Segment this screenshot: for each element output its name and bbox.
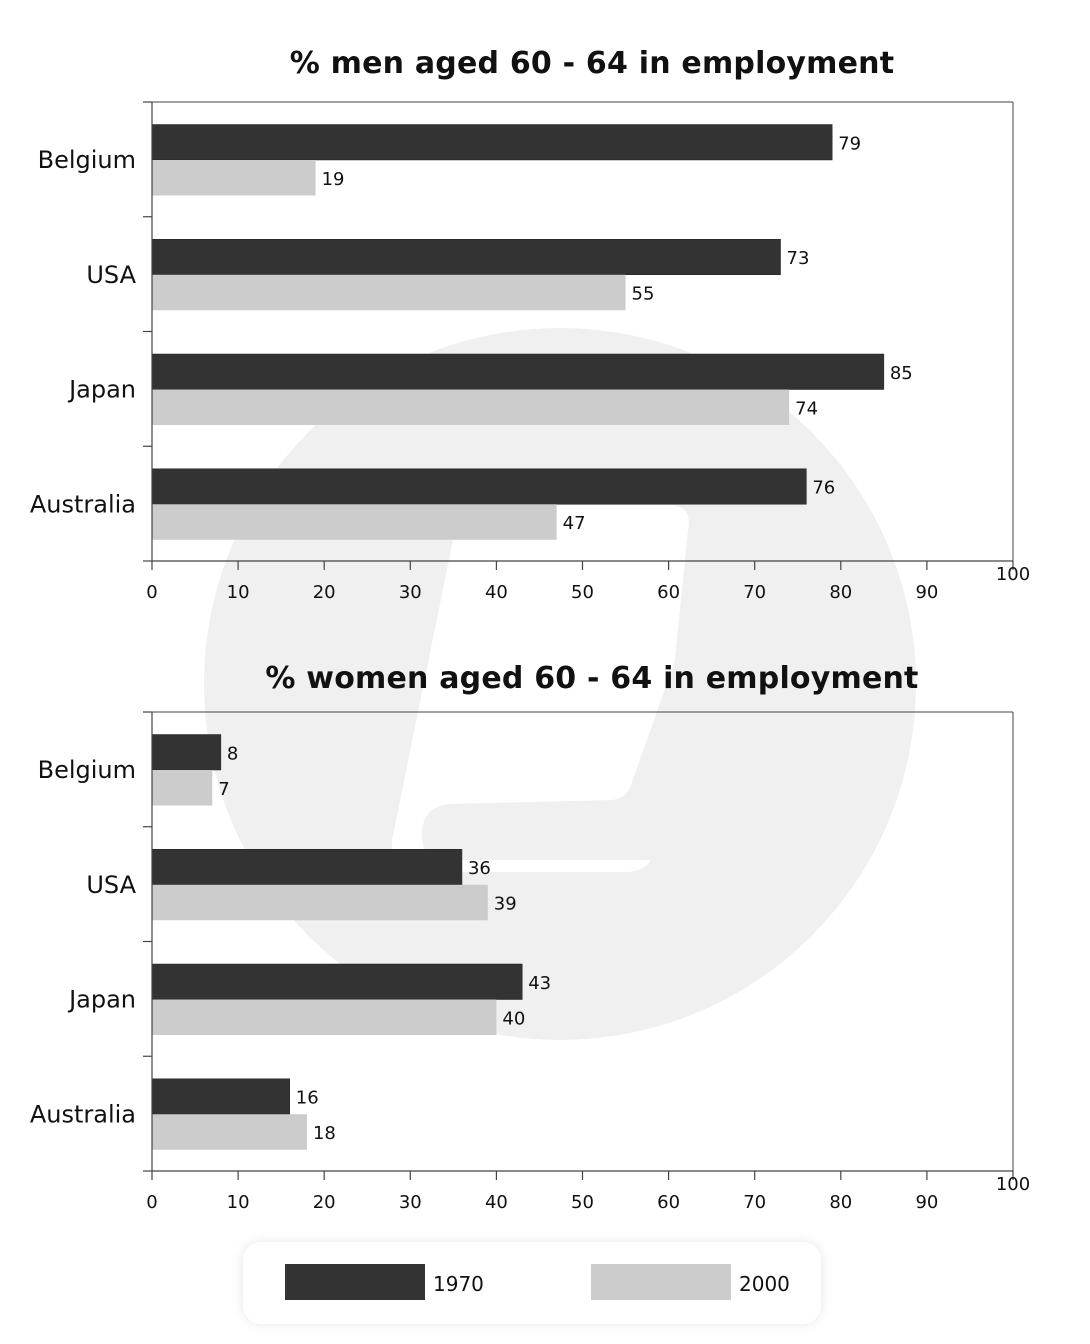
data-label-belgium-1970: 79 [838,133,861,154]
data-label-japan-2000: 40 [502,1008,525,1029]
x-tick-label: 60 [657,1192,680,1213]
category-label-belgium: Belgium [38,756,136,784]
data-label-usa-2000: 55 [632,284,655,305]
watermark-mark [391,505,689,872]
x-tick-label: 10 [227,1192,250,1213]
data-label-australia-1970: 16 [296,1088,319,1109]
bar-australia-2000 [152,504,557,540]
chart-title-men: % men aged 60 - 64 in employment [289,46,895,81]
legend-swatch-2000 [591,1264,731,1300]
bar-belgium-2000 [152,770,213,806]
bar-belgium-1970 [151,734,222,771]
data-label-australia-2000: 18 [313,1123,336,1144]
bar-australia-1970 [151,1078,291,1115]
data-label-japan-1970: 85 [890,363,913,384]
x-tick-label: 40 [485,1192,508,1213]
x-tick-label: 0 [146,1192,157,1213]
bar-japan-2000 [152,389,790,425]
category-label-australia: Australia [30,1100,136,1128]
bar-australia-1970 [151,468,807,505]
category-label-usa: USA [86,261,136,289]
x-tick-label: 70 [743,1192,766,1213]
bar-belgium-1970 [151,124,833,161]
x-tick-label: 100 [996,1174,1030,1195]
data-label-belgium-1970: 8 [227,743,238,764]
bar-usa-2000 [152,274,626,311]
data-label-usa-1970: 73 [787,248,810,269]
x-tick-label: 80 [829,1192,852,1213]
data-label-australia-2000: 47 [563,513,586,534]
bar-australia-2000 [152,1114,307,1150]
bar-usa-2000 [152,884,488,921]
category-label-japan: Japan [67,986,136,1014]
data-label-japan-1970: 43 [528,973,551,994]
x-tick-label: 60 [657,582,680,603]
x-tick-label: 20 [313,582,336,603]
x-tick-label: 0 [146,582,157,603]
x-tick-label: 70 [743,582,766,603]
legend-swatch-1970 [285,1264,425,1300]
bar-japan-1970 [151,963,523,1000]
category-label-belgium: Belgium [38,146,136,174]
data-label-usa-2000: 39 [494,894,517,915]
x-tick-label: 10 [227,582,250,603]
data-label-belgium-2000: 19 [322,169,345,190]
x-tick-label: 90 [915,1192,938,1213]
category-label-usa: USA [86,871,136,899]
legend-label-1970: 1970 [433,1272,484,1296]
watermark-inner [421,574,729,860]
bar-usa-1970 [151,239,781,275]
chart-title-women: % women aged 60 - 64 in employment [265,661,919,696]
bar-japan-1970 [151,353,885,390]
men-employment-chart: 79 19 Belgium 73 55 USA 85 74 Japan 76 47 Australia… [30,101,1030,603]
x-tick-label: 50 [571,1192,594,1213]
category-label-australia: Australia [30,490,136,518]
data-label-japan-2000: 74 [795,398,818,419]
x-tick-label: 20 [313,1192,336,1213]
data-label-usa-1970: 36 [468,858,491,879]
category-label-japan: Japan [67,376,136,404]
bar-belgium-2000 [152,160,316,196]
x-tick-label: 30 [399,1192,422,1213]
x-tick-label: 40 [485,582,508,603]
x-tick-label: 90 [915,582,938,603]
data-label-belgium-2000: 7 [218,779,229,800]
x-tick-label: 50 [571,582,594,603]
x-tick-label: 30 [399,582,422,603]
x-tick-label: 80 [829,582,852,603]
legend: 1970 2000 [243,1242,821,1324]
x-tick-label: 100 [996,564,1030,585]
bar-usa-1970 [151,849,463,885]
legend-label-2000: 2000 [739,1272,790,1296]
bar-japan-2000 [152,999,497,1035]
data-label-australia-1970: 76 [812,478,835,499]
